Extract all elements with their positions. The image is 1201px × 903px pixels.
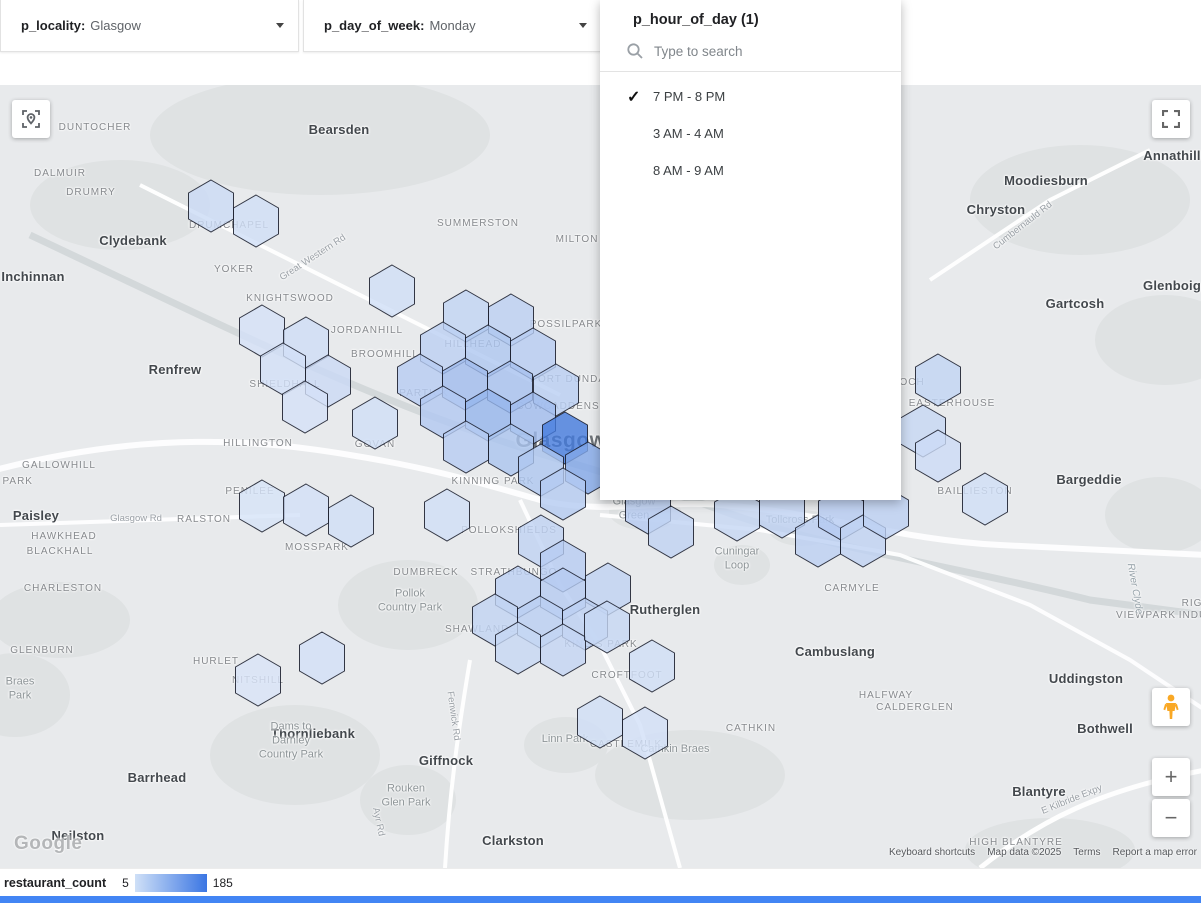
dropdown-search-row bbox=[600, 37, 901, 72]
fullscreen-button[interactable] bbox=[1152, 100, 1190, 138]
search-icon bbox=[627, 43, 643, 59]
filter-locality-value: Glasgow bbox=[90, 18, 141, 33]
attribution-item: Map data ©2025 bbox=[987, 847, 1062, 858]
chevron-down-icon bbox=[579, 23, 587, 28]
pegman-button[interactable] bbox=[1152, 688, 1190, 726]
hex-bin[interactable] bbox=[369, 264, 415, 318]
dropdown-option-1[interactable]: 3 AM - 4 AM bbox=[600, 115, 901, 152]
hex-bin[interactable] bbox=[540, 467, 586, 521]
hex-layer bbox=[188, 179, 1008, 760]
dropdown-options: ✓ 7 PM - 8 PM 3 AM - 4 AM 8 AM - 9 AM bbox=[600, 72, 901, 189]
hex-bin[interactable] bbox=[495, 621, 541, 675]
hex-bin[interactable] bbox=[648, 505, 694, 559]
hex-bin[interactable] bbox=[915, 429, 961, 483]
hex-bin[interactable] bbox=[622, 706, 668, 760]
hex-bin[interactable] bbox=[239, 479, 285, 533]
legend-gradient bbox=[134, 873, 207, 892]
fullscreen-icon bbox=[1162, 110, 1180, 128]
check-icon: ✓ bbox=[627, 88, 641, 106]
dropdown-title: p_hour_of_day (1) bbox=[633, 12, 759, 28]
map-attribution: Keyboard shortcuts Map data ©2025 Terms Rep… bbox=[877, 847, 1197, 858]
dropdown-option-2[interactable]: 8 AM - 9 AM bbox=[600, 152, 901, 189]
hex-bin[interactable] bbox=[629, 639, 675, 693]
hex-bin[interactable] bbox=[283, 483, 329, 537]
dropdown-search-input[interactable] bbox=[654, 43, 854, 59]
legend-title: restaurant_count bbox=[4, 875, 107, 890]
hex-bin[interactable] bbox=[328, 494, 374, 548]
hex-bin[interactable] bbox=[863, 486, 909, 540]
dropdown-option-label: 3 AM - 4 AM bbox=[653, 126, 724, 141]
attribution-item[interactable]: Report a map error bbox=[1112, 847, 1197, 858]
filter-locality-label: p_locality: bbox=[21, 18, 86, 33]
attribution-item[interactable]: Keyboard shortcuts bbox=[889, 847, 976, 858]
dropdown-option-0[interactable]: ✓ 7 PM - 8 PM bbox=[600, 78, 901, 115]
filter-day-label: p_day_of_week: bbox=[324, 18, 425, 33]
attribution-item[interactable]: Terms bbox=[1073, 847, 1101, 858]
hex-bin[interactable] bbox=[282, 380, 328, 434]
legend-min-value: 5 bbox=[122, 875, 129, 890]
hex-bin[interactable] bbox=[443, 420, 489, 474]
chevron-down-icon bbox=[276, 23, 284, 28]
hex-bin[interactable] bbox=[188, 179, 234, 233]
recenter-button[interactable] bbox=[12, 100, 50, 138]
hex-bin[interactable] bbox=[424, 488, 470, 542]
zoom-out-button[interactable]: − bbox=[1152, 799, 1190, 837]
hex-bin[interactable] bbox=[299, 631, 345, 685]
hour-of-day-dropdown-panel: p_hour_of_day (1) ✓ 7 PM - 8 PM 3 AM - 4 A… bbox=[600, 0, 901, 500]
zoom-in-button[interactable]: + bbox=[1152, 758, 1190, 796]
hex-bin[interactable] bbox=[915, 353, 961, 407]
hex-bin[interactable] bbox=[233, 194, 279, 248]
hex-bin[interactable] bbox=[584, 600, 630, 654]
location-pin-icon bbox=[22, 110, 40, 128]
dropdown-option-label: 8 AM - 9 AM bbox=[653, 163, 724, 178]
hex-bin[interactable] bbox=[235, 653, 281, 707]
legend-bar: restaurant_count 5 185 bbox=[0, 868, 1201, 896]
hex-bin[interactable] bbox=[352, 396, 398, 450]
google-logo: Google bbox=[14, 833, 83, 854]
dropdown-option-label: 7 PM - 8 PM bbox=[653, 89, 726, 104]
accent-bar bbox=[0, 896, 1201, 903]
filter-locality[interactable]: p_locality: Glasgow bbox=[0, 0, 299, 52]
hex-bin[interactable] bbox=[962, 472, 1008, 526]
filter-day-value: Monday bbox=[429, 18, 476, 33]
hex-bin[interactable] bbox=[577, 695, 623, 749]
filter-day-of-week[interactable]: p_day_of_week: Monday bbox=[303, 0, 602, 52]
legend-max-value: 185 bbox=[212, 875, 233, 890]
pegman-icon bbox=[1163, 694, 1179, 719]
